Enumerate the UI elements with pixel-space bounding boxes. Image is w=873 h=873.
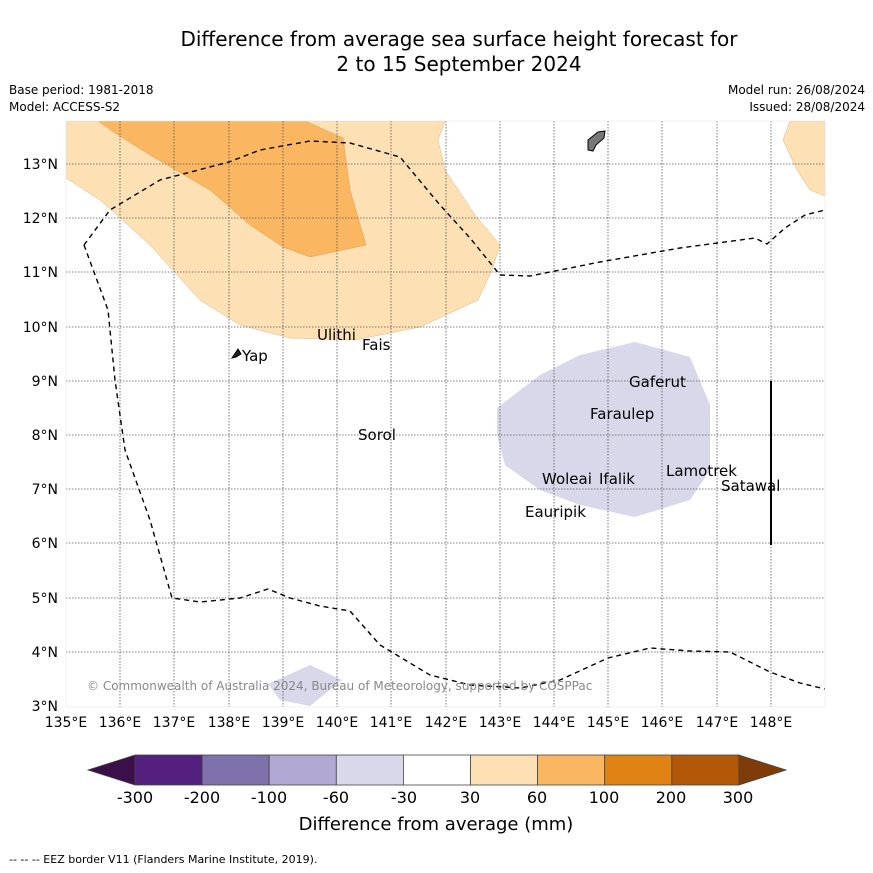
map-title: Difference from average sea surface heig… [0,27,873,77]
guam-island [587,130,606,152]
model-run: Model run: 26/08/2024 [727,83,865,97]
lat-label: 8°N [32,428,58,444]
anomaly-neg-area [497,342,710,517]
colorbar-swatch [268,754,337,786]
copyright-text: © Commonwealth of Australia 2024, Bureau… [87,679,592,693]
place-lamotrek: Lamotrek [666,462,737,480]
place-eauripik: Eauripik [525,503,586,521]
colorbar-tick-label: 60 [527,788,547,807]
place-ulithi: Ulithi [317,326,356,344]
colorbar-tick-label: -100 [251,788,287,807]
lat-labels: 13°N 12°N 11°N 10°N 9°N 8°N 7°N 6°N 5°N … [23,157,58,715]
lon-label: 139°E [262,715,305,731]
lon-label: 142°E [425,715,468,731]
eez-border [83,140,825,690]
yap-island [230,348,242,359]
colorbar-swatch [671,754,740,786]
title-line-2: 2 to 15 September 2024 [336,52,582,76]
colorbar-swatch [134,754,203,786]
colorbar-tick-label: -60 [323,788,349,807]
place-fais: Fais [362,336,391,354]
colorbar-arrow-high [738,754,788,786]
colorbar-title: Difference from average (mm) [299,814,574,835]
map-area: Yap Ulithi Fais Sorol Gaferut Faraulep W… [66,121,825,707]
lon-label: 148°E [750,715,793,731]
place-woleai: Woleai [542,470,592,488]
lon-labels: 135°E 136°E 137°E 138°E 139°E 140°E 141°… [45,715,793,731]
colorbar-tick-label: 200 [656,788,687,807]
anomaly-neg-area-south [268,665,342,706]
lon-label: 140°E [316,715,359,731]
anomaly-30-60-area-east [782,121,825,197]
colorbar-tick-label: -200 [184,788,220,807]
lon-label: 138°E [208,715,251,731]
lon-label: 135°E [45,715,88,731]
colorbar-swatch [604,754,673,786]
lat-label: 3°N [32,699,58,715]
lon-label: 143°E [479,715,522,731]
colorbar-swatch [537,754,606,786]
lon-label: 137°E [153,715,196,731]
meta-left: Base period: 1981-2018 Model: ACCESS-S2 [9,82,154,116]
lon-label: 141°E [370,715,413,731]
colorbar-tick-label: 300 [723,788,754,807]
place-yap: Yap [241,347,268,365]
colorbar-arrow-low [86,754,136,786]
lat-label: 6°N [32,536,58,552]
graticule [66,121,825,707]
lat-label: 5°N [32,591,58,607]
eez-legend: -- -- -- EEZ border V11 (Flanders Marine… [9,853,318,866]
lat-label: 12°N [23,211,58,227]
model-name: Model: ACCESS-S2 [9,100,121,114]
colorbar-swatch [335,754,404,786]
colorbar-tick-label: 30 [460,788,480,807]
lat-label: 13°N [23,157,58,173]
lon-label: 145°E [587,715,630,731]
lat-label: 4°N [32,645,58,661]
place-ifalik: Ifalik [599,470,635,488]
anomaly-60-100-area [97,121,367,258]
colorbar-tick-label: -300 [117,788,153,807]
meta-right: Model run: 26/08/2024 Issued: 28/08/2024 [728,82,865,116]
place-faraulep: Faraulep [590,405,654,423]
lat-label: 9°N [32,374,58,390]
colorbar-tick-label: 100 [589,788,620,807]
base-period: Base period: 1981-2018 [9,83,154,97]
lon-label: 144°E [533,715,576,731]
colorbar-swatch [201,754,270,786]
place-sorol: Sorol [358,426,396,444]
colorbar: -300 -200 -100 -60 -30 30 60 100 200 300… [86,754,788,835]
title-line-1: Difference from average sea surface heig… [180,27,738,51]
issued-date: Issued: 28/08/2024 [749,100,865,114]
place-satawal: Satawal [721,477,780,495]
map-frame [65,120,826,708]
colorbar-swatch [402,754,471,786]
lon-label: 147°E [696,715,739,731]
place-gaferut: Gaferut [629,373,686,391]
lat-label: 11°N [23,265,58,281]
lon-label: 136°E [99,715,142,731]
colorbar-swatch [470,754,538,786]
colorbar-tick-label: -30 [391,788,417,807]
lat-label: 10°N [23,320,58,336]
lon-label: 146°E [641,715,684,731]
lat-label: 7°N [32,482,58,498]
